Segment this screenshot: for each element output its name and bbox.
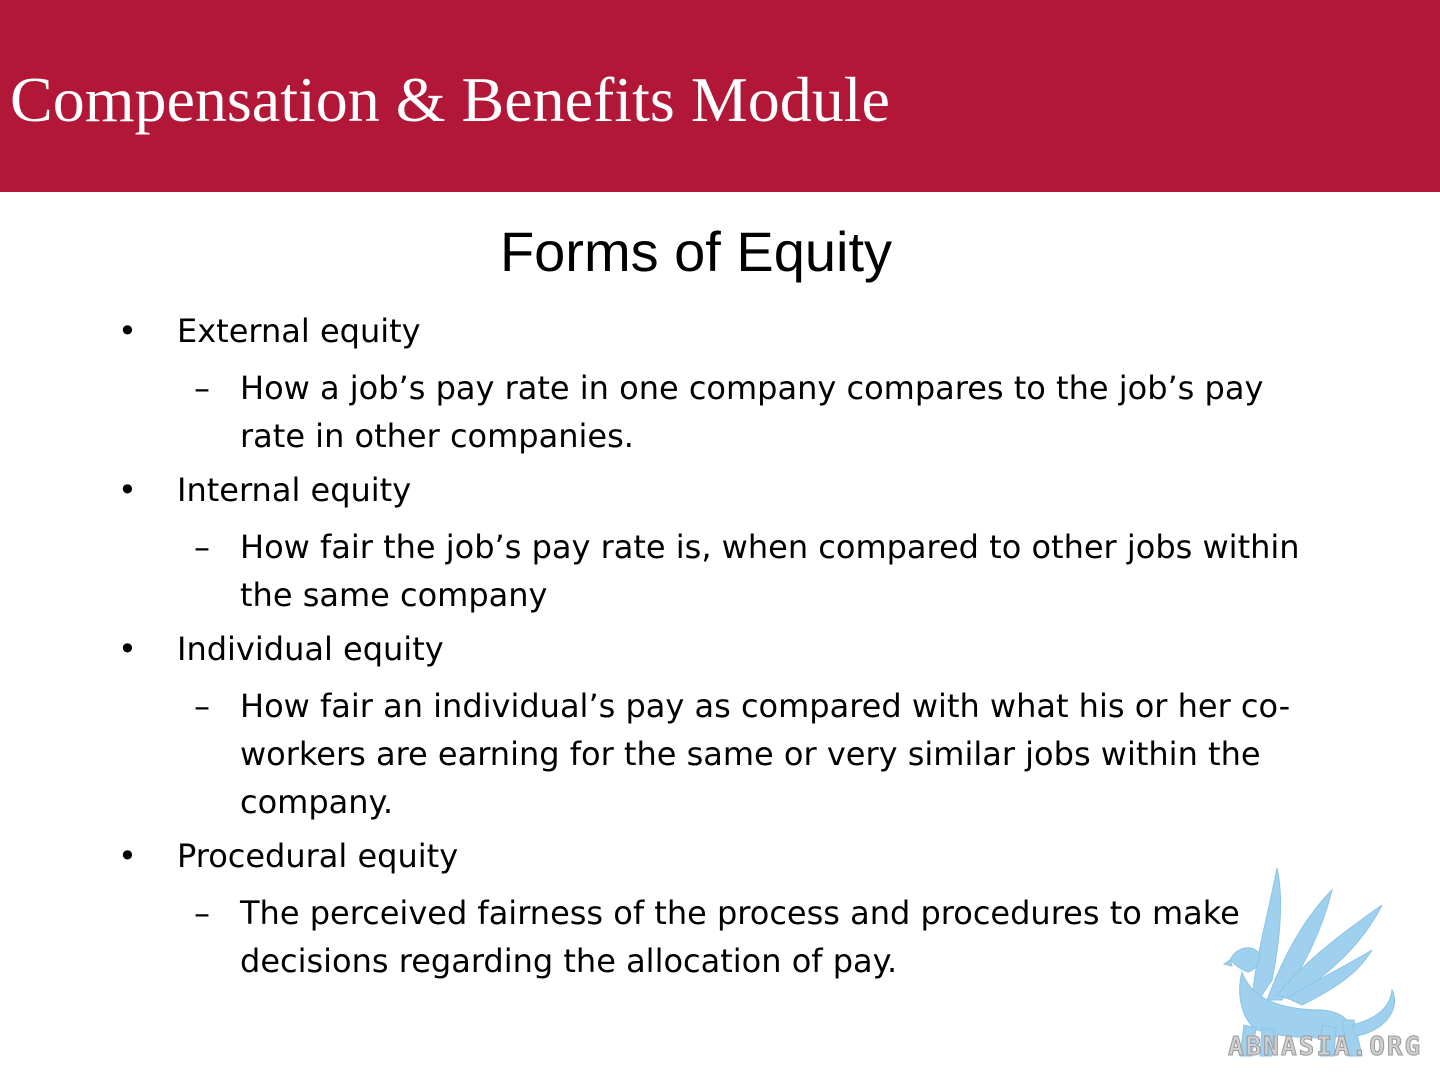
sub-marker: – xyxy=(194,528,210,566)
bullet-item: • Individual equity xyxy=(118,625,1338,673)
header-banner: Compensation & Benefits Module xyxy=(0,0,1440,192)
sub-item: – How a job’s pay rate in one company co… xyxy=(118,364,1338,460)
sub-item: – How fair the job’s pay rate is, when c… xyxy=(118,523,1338,619)
sub-text: How fair the job’s pay rate is, when com… xyxy=(240,528,1300,614)
bullet-text: Internal equity xyxy=(177,471,412,509)
sub-item: – How fair an individual’s pay as compar… xyxy=(118,682,1338,826)
sub-item: – The perceived fairness of the process … xyxy=(118,889,1338,985)
sub-text: The perceived fairness of the process an… xyxy=(240,894,1240,980)
sub-marker: – xyxy=(194,369,210,407)
sub-text: How a job’s pay rate in one company comp… xyxy=(240,369,1264,455)
bullet-text: Individual equity xyxy=(177,630,444,668)
slide-title: Forms of Equity xyxy=(499,220,893,283)
bullet-text: Procedural equity xyxy=(177,837,459,875)
sub-marker: – xyxy=(194,687,210,725)
bullet-text: External equity xyxy=(177,312,421,350)
bullet-item: • External equity xyxy=(118,307,1338,355)
sub-marker: – xyxy=(194,894,210,932)
bullet-item: • Internal equity xyxy=(118,466,1338,514)
bullet-marker: • xyxy=(118,471,137,509)
griffin-logo-icon xyxy=(1222,867,1395,1057)
bullet-marker: • xyxy=(118,837,137,875)
bullet-marker: • xyxy=(118,312,137,350)
bullet-list: • External equity – How a job’s pay rate… xyxy=(118,307,1338,991)
sub-text: How fair an individual’s pay as compared… xyxy=(240,687,1291,821)
watermark-text: ABNASIA.ORG xyxy=(1228,1032,1423,1063)
module-title: Compensation & Benefits Module xyxy=(10,64,890,135)
bullet-item: • Procedural equity xyxy=(118,832,1338,880)
bullet-marker: • xyxy=(118,630,137,668)
